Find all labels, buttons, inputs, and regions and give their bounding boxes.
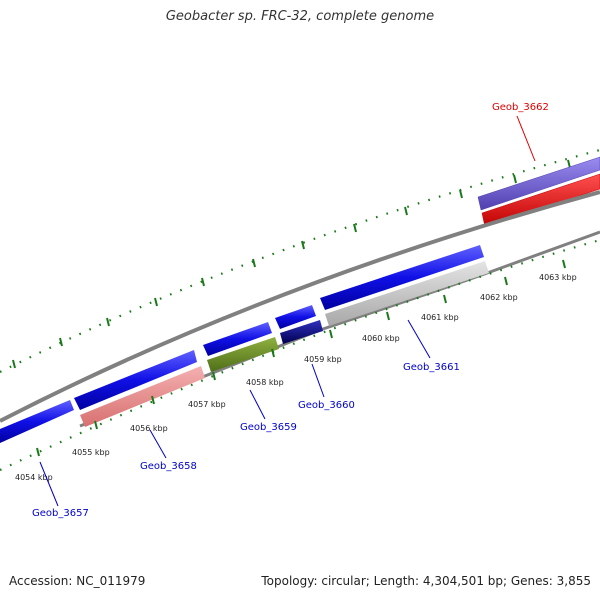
- gene-label-geob-3658[interactable]: Geob_3658: [140, 461, 197, 472]
- gene-label-geob-3659[interactable]: Geob_3659: [240, 422, 297, 433]
- kbp-scale: 4054 kbp 4055 kbp 4056 kbp 4057 kbp 4058…: [15, 273, 577, 482]
- gene-label-geob-3657[interactable]: Geob_3657: [32, 508, 89, 519]
- feature-navy: [280, 320, 323, 344]
- inner-tick-track: [0, 238, 600, 471]
- gene-leader: [39, 461, 59, 507]
- gene-leader: [516, 115, 536, 162]
- gene-leaders: [39, 115, 536, 507]
- cds-arrow: [74, 350, 197, 410]
- forward-cds-track: [0, 245, 484, 443]
- feature-lightgray: [325, 261, 489, 326]
- cds-arrow: [203, 322, 272, 356]
- kbp-label: 4054 kbp: [15, 473, 53, 482]
- genome-info-text: Topology: circular; Length: 4,304,501 bp…: [261, 574, 591, 588]
- accession-text: Accession: NC_011979: [9, 574, 146, 588]
- cds-arrow: [320, 245, 484, 310]
- kbp-label: 4056 kbp: [130, 424, 168, 433]
- inner-tick-dots: [0, 238, 600, 471]
- kbp-label: 4058 kbp: [246, 378, 284, 387]
- inner-major-ticks: [36, 259, 566, 457]
- gene-label-geob-3660[interactable]: Geob_3660: [298, 400, 355, 411]
- kbp-label: 4063 kbp: [539, 273, 577, 282]
- kbp-label: 4059 kbp: [304, 355, 342, 364]
- feature-red: [481, 173, 600, 228]
- gene-leader: [249, 389, 266, 420]
- page-title: Geobacter sp. FRC-32, complete genome: [165, 9, 435, 24]
- gene-label-geob-3661[interactable]: Geob_3661: [403, 362, 460, 373]
- feature-pink: [80, 366, 205, 427]
- kbp-label: 4060 kbp: [362, 334, 400, 343]
- kbp-label: 4057 kbp: [188, 400, 226, 409]
- genome-backbone-upper: [0, 190, 600, 423]
- outer-major-ticks: [12, 159, 571, 369]
- outer-tick-track: [0, 148, 600, 373]
- feature-purple: [477, 156, 600, 211]
- gene-leader: [407, 319, 431, 359]
- feature-olive: [207, 337, 279, 372]
- kbp-label: 4061 kbp: [421, 313, 459, 322]
- gene-labels: Geob_3657 Geob_3658 Geob_3659 Geob_3660 …: [32, 102, 549, 519]
- gene-leader: [311, 363, 325, 398]
- gene-leader: [149, 429, 167, 459]
- cds-arrow: [0, 400, 74, 443]
- cds-arrow: [275, 305, 316, 329]
- kbp-label: 4062 kbp: [480, 293, 518, 302]
- kbp-label: 4055 kbp: [72, 448, 110, 457]
- gene-label-geob-3662[interactable]: Geob_3662: [492, 102, 549, 113]
